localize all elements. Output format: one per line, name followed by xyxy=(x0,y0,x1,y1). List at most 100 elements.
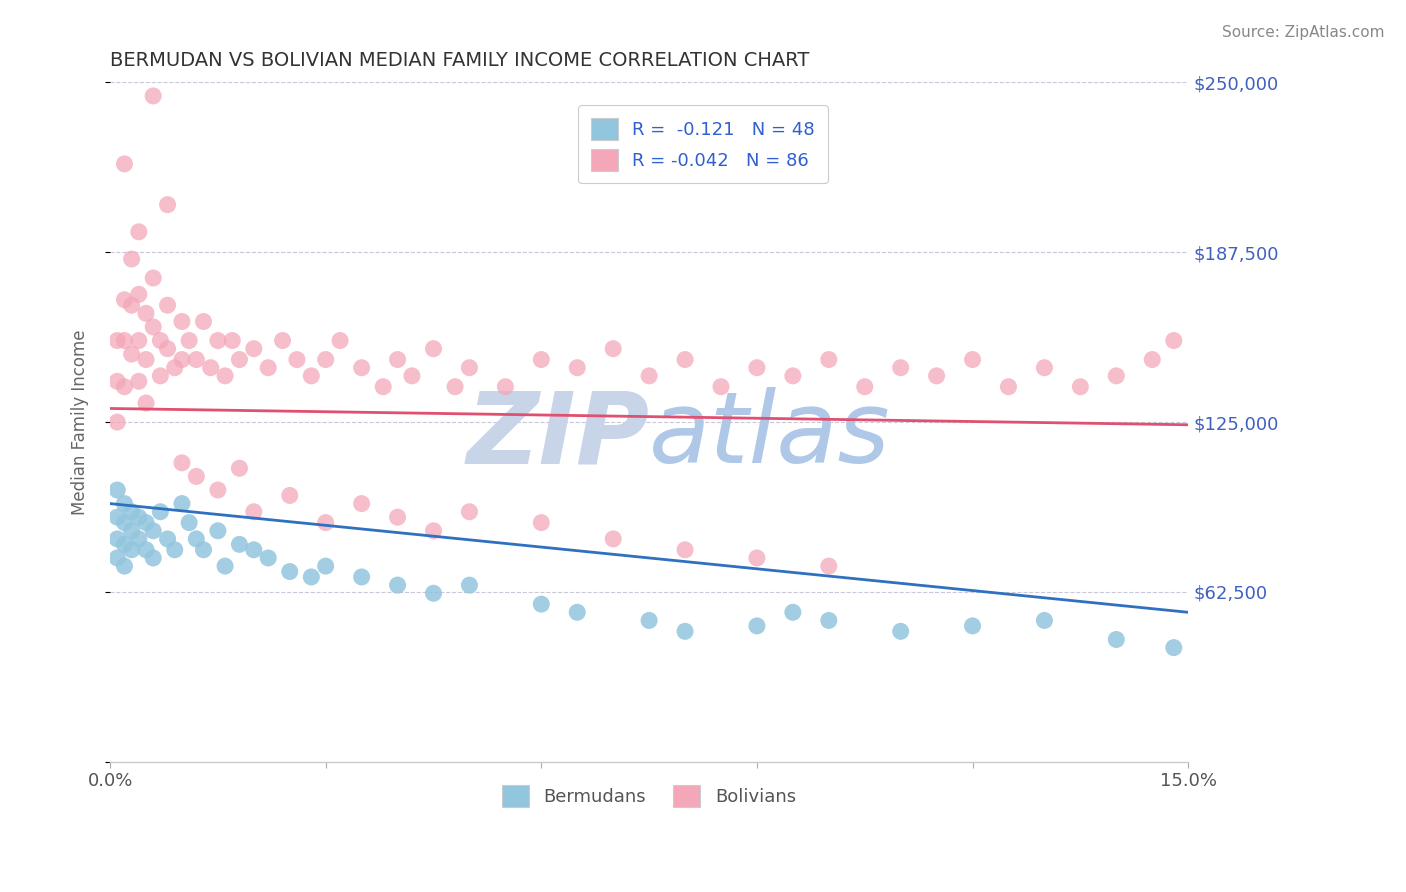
Point xyxy=(135,352,157,367)
Point xyxy=(156,197,179,211)
Point xyxy=(673,542,696,557)
Point xyxy=(458,578,481,592)
Point xyxy=(387,510,409,524)
Point xyxy=(494,380,516,394)
Point xyxy=(530,516,553,530)
Point xyxy=(329,334,352,348)
Point xyxy=(745,360,768,375)
Point xyxy=(1142,352,1164,367)
Point xyxy=(745,550,768,565)
Point xyxy=(350,360,373,375)
Point xyxy=(170,352,193,367)
Text: BERMUDAN VS BOLIVIAN MEDIAN FAMILY INCOME CORRELATION CHART: BERMUDAN VS BOLIVIAN MEDIAN FAMILY INCOM… xyxy=(110,51,810,70)
Point xyxy=(530,352,553,367)
Point xyxy=(214,559,236,574)
Point xyxy=(997,380,1019,394)
Point xyxy=(135,542,157,557)
Point xyxy=(128,532,150,546)
Point xyxy=(142,524,165,538)
Point xyxy=(350,497,373,511)
Point xyxy=(214,368,236,383)
Point xyxy=(207,524,229,538)
Point xyxy=(149,505,172,519)
Point xyxy=(128,225,150,239)
Point xyxy=(121,298,143,312)
Point xyxy=(925,368,948,383)
Point xyxy=(962,619,984,633)
Point xyxy=(121,252,143,266)
Point xyxy=(673,624,696,639)
Point xyxy=(142,320,165,334)
Point xyxy=(278,565,301,579)
Point xyxy=(530,597,553,611)
Point xyxy=(121,505,143,519)
Point xyxy=(142,271,165,285)
Point xyxy=(285,352,308,367)
Point xyxy=(243,505,266,519)
Point xyxy=(170,497,193,511)
Point xyxy=(105,532,128,546)
Point xyxy=(163,360,186,375)
Point xyxy=(299,570,322,584)
Point xyxy=(422,586,444,600)
Point xyxy=(853,380,876,394)
Point xyxy=(444,380,467,394)
Point xyxy=(890,360,912,375)
Point xyxy=(121,542,143,557)
Point xyxy=(315,559,337,574)
Point xyxy=(186,532,208,546)
Point xyxy=(1163,640,1185,655)
Point xyxy=(149,334,172,348)
Point xyxy=(271,334,294,348)
Point xyxy=(114,537,136,551)
Point xyxy=(207,483,229,497)
Point xyxy=(1033,614,1056,628)
Point xyxy=(114,380,136,394)
Point xyxy=(128,334,150,348)
Point xyxy=(387,352,409,367)
Point xyxy=(401,368,423,383)
Point xyxy=(114,559,136,574)
Point xyxy=(105,334,128,348)
Point xyxy=(170,314,193,328)
Point xyxy=(890,624,912,639)
Point xyxy=(114,334,136,348)
Point xyxy=(105,374,128,388)
Point xyxy=(1163,334,1185,348)
Point xyxy=(602,532,624,546)
Point xyxy=(257,360,280,375)
Point xyxy=(243,342,266,356)
Point xyxy=(315,516,337,530)
Point xyxy=(228,461,250,475)
Point xyxy=(710,380,733,394)
Point xyxy=(156,298,179,312)
Point xyxy=(156,532,179,546)
Point xyxy=(135,306,157,320)
Point xyxy=(387,578,409,592)
Point xyxy=(745,619,768,633)
Text: Source: ZipAtlas.com: Source: ZipAtlas.com xyxy=(1222,25,1385,40)
Point xyxy=(179,516,201,530)
Point xyxy=(128,374,150,388)
Point xyxy=(114,293,136,307)
Point xyxy=(817,559,839,574)
Point xyxy=(422,342,444,356)
Point xyxy=(278,488,301,502)
Point xyxy=(135,516,157,530)
Point xyxy=(105,415,128,429)
Point xyxy=(128,287,150,301)
Point xyxy=(121,347,143,361)
Point xyxy=(315,352,337,367)
Point xyxy=(228,352,250,367)
Point xyxy=(567,605,589,619)
Point xyxy=(221,334,243,348)
Point xyxy=(142,550,165,565)
Point xyxy=(602,342,624,356)
Point xyxy=(638,614,661,628)
Point xyxy=(193,314,215,328)
Point xyxy=(817,614,839,628)
Point xyxy=(299,368,322,383)
Point xyxy=(128,510,150,524)
Point xyxy=(114,497,136,511)
Point xyxy=(179,334,201,348)
